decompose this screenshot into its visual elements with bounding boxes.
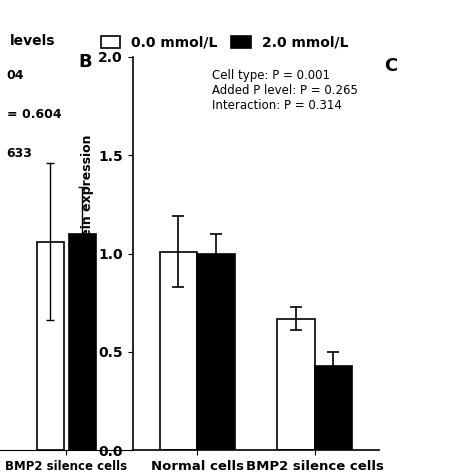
Legend: 0.0 mmol/L, 2.0 mmol/L: 0.0 mmol/L, 2.0 mmol/L <box>100 36 348 50</box>
Bar <box>160 252 197 450</box>
Bar <box>69 234 96 450</box>
Bar <box>277 319 315 450</box>
Text: Cell type: P = 0.001
Added P level: P = 0.265
Interaction: P = 0.314: Cell type: P = 0.001 Added P level: P = … <box>211 69 357 112</box>
Bar <box>315 366 352 450</box>
Text: = 0.604: = 0.604 <box>7 108 61 121</box>
Text: 633: 633 <box>7 147 33 160</box>
Text: levels: levels <box>9 34 55 48</box>
Y-axis label: Relative BMP2 protein expression: Relative BMP2 protein expression <box>81 135 94 373</box>
Bar <box>37 242 64 450</box>
Text: C: C <box>384 57 397 75</box>
Bar <box>197 254 235 450</box>
Text: 04: 04 <box>7 69 24 82</box>
Text: B: B <box>79 53 92 71</box>
